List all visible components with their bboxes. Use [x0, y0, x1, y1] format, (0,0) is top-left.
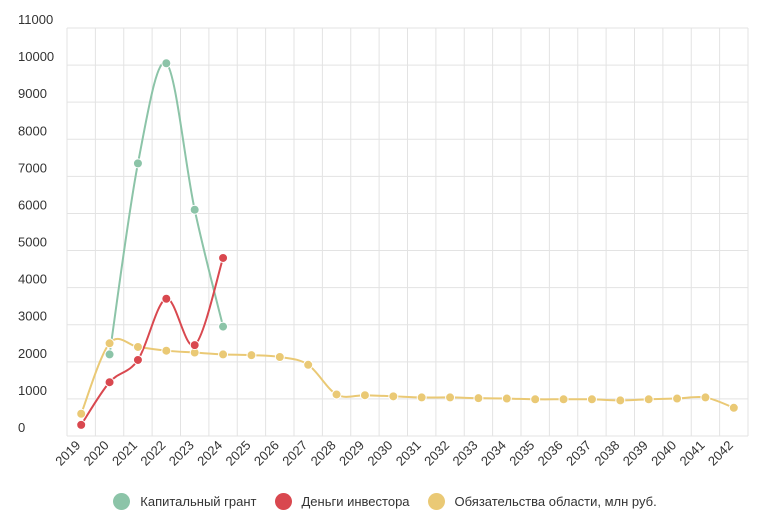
x-tick-label: 2026: [251, 438, 282, 469]
data-point[interactable]: [189, 204, 200, 215]
data-point[interactable]: [388, 391, 399, 402]
data-point[interactable]: [104, 349, 115, 360]
y-tick-label: 6000: [18, 197, 47, 212]
x-tick-label: 2033: [450, 438, 481, 469]
y-tick-label: 2000: [18, 346, 47, 361]
legend-marker: [113, 493, 131, 510]
data-point[interactable]: [218, 321, 229, 332]
y-tick-label: 4000: [18, 272, 47, 287]
data-point[interactable]: [76, 419, 87, 430]
x-tick-label: 2038: [591, 438, 622, 469]
data-point[interactable]: [586, 394, 597, 405]
series-layer: [76, 58, 739, 430]
x-tick-label: 2020: [81, 438, 112, 469]
x-tick-label: 2023: [166, 438, 197, 469]
x-tick-label: 2027: [279, 438, 310, 469]
data-point[interactable]: [303, 359, 314, 370]
y-tick-label: 1000: [18, 383, 47, 398]
data-point[interactable]: [246, 350, 257, 361]
x-axis-ticks: 2019202020212022202320242025202620272028…: [52, 438, 736, 469]
y-tick-label: 10000: [18, 49, 54, 64]
legend-marker: [427, 493, 445, 510]
legend-label: Капитальный грант: [140, 494, 257, 509]
data-point[interactable]: [161, 293, 172, 304]
x-tick-label: 2031: [393, 438, 424, 469]
data-point[interactable]: [218, 252, 229, 263]
data-point[interactable]: [700, 392, 711, 403]
data-point[interactable]: [445, 392, 456, 403]
legend: Капитальный грант Деньги инвестора Обяза…: [0, 493, 770, 510]
data-point[interactable]: [132, 354, 143, 365]
data-point[interactable]: [274, 351, 285, 362]
x-tick-label: 2042: [705, 438, 736, 469]
grid-lines: [66, 27, 749, 437]
data-point[interactable]: [643, 394, 654, 405]
x-tick-label: 2037: [563, 438, 594, 469]
legend-marker: [274, 493, 292, 510]
data-point[interactable]: [132, 158, 143, 169]
y-tick-label: 11000: [18, 12, 53, 27]
y-axis-ticks: 0 1000 2000 3000 4000 5000 6000 7000 8000 9000 100…: [18, 12, 54, 435]
x-tick-label: 2036: [535, 438, 566, 469]
data-point[interactable]: [558, 394, 569, 405]
x-tick-label: 2034: [478, 438, 509, 469]
y-tick-label: 0: [18, 420, 25, 435]
data-point[interactable]: [104, 338, 115, 349]
series-line: [108, 61, 225, 355]
x-tick-label: 2019: [52, 438, 83, 469]
data-point[interactable]: [331, 389, 342, 400]
data-point[interactable]: [132, 341, 143, 352]
data-point[interactable]: [189, 340, 200, 351]
x-tick-label: 2028: [308, 438, 339, 469]
x-tick-label: 2041: [677, 438, 708, 469]
y-tick-label: 3000: [18, 309, 47, 324]
y-tick-label: 9000: [18, 86, 47, 101]
data-point[interactable]: [615, 395, 626, 406]
legend-item-investor-money[interactable]: Деньги инвестора: [274, 493, 410, 510]
data-point[interactable]: [530, 394, 541, 405]
data-point[interactable]: [416, 392, 427, 403]
x-tick-label: 2040: [648, 438, 679, 469]
x-tick-label: 2022: [137, 438, 168, 469]
y-tick-label: 5000: [18, 235, 47, 250]
data-point[interactable]: [104, 377, 115, 388]
x-tick-label: 2021: [109, 438, 140, 469]
data-point[interactable]: [473, 393, 484, 404]
data-point[interactable]: [359, 390, 370, 401]
data-point[interactable]: [728, 402, 739, 413]
x-tick-label: 2025: [223, 438, 254, 469]
legend-item-capital-grant[interactable]: Капитальный грант: [113, 493, 257, 510]
data-point[interactable]: [672, 393, 683, 404]
legend-label: Обязательства области, млн руб.: [454, 494, 657, 509]
x-tick-label: 2032: [421, 438, 452, 469]
data-point[interactable]: [161, 345, 172, 356]
data-point[interactable]: [501, 393, 512, 404]
legend-item-region-obligations[interactable]: Обязательства области, млн руб.: [427, 493, 657, 510]
x-tick-label: 2039: [620, 438, 651, 469]
legend-label: Деньги инвестора: [301, 494, 410, 509]
x-tick-label: 2035: [506, 438, 537, 469]
y-tick-label: 7000: [18, 160, 47, 175]
data-point[interactable]: [76, 408, 87, 419]
x-tick-label: 2029: [336, 438, 367, 469]
x-tick-label: 2030: [364, 438, 395, 469]
x-tick-label: 2024: [194, 438, 225, 469]
data-point[interactable]: [161, 58, 172, 69]
data-point[interactable]: [218, 349, 229, 360]
y-tick-label: 8000: [18, 123, 47, 138]
